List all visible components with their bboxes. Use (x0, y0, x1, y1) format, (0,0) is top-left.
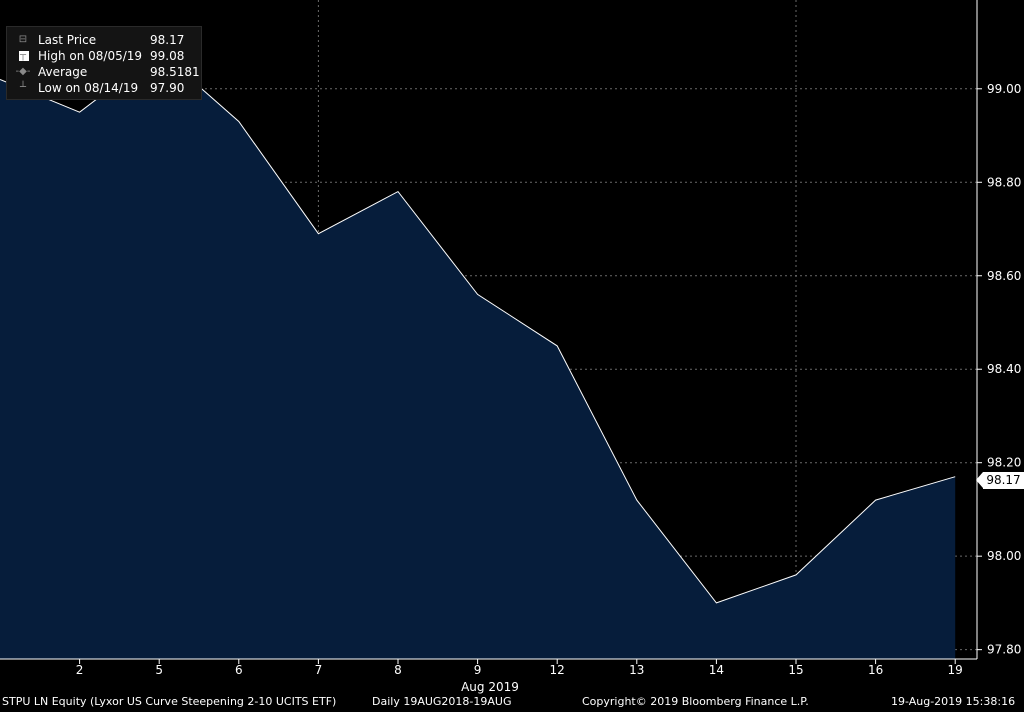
y-tick-label: 97.80 (987, 643, 1021, 657)
y-tick-labels: 99.00 98.80 98.60 98.40 98.20 98.00 97.80 (987, 82, 1021, 657)
price-area (0, 51, 956, 659)
x-tick-label: 14 (709, 663, 724, 677)
footer-copyright: Copyright© 2019 Bloomberg Finance L.P. (582, 695, 809, 708)
x-tick-label: 12 (550, 663, 565, 677)
y-tick-label: 98.00 (987, 549, 1021, 563)
legend-value: 98.5181 (150, 65, 200, 79)
x-tick-labels: 2 5 6 7 8 9 12 13 14 15 16 19 Aug 2019 (76, 663, 963, 694)
low-marker-icon: ┴ (19, 82, 27, 93)
x-tick-label: 2 (76, 663, 84, 677)
legend-item-high: ┬ High on 08/05/19 99.08 (7, 48, 201, 64)
last-price-tag: 98.17 (976, 472, 1024, 489)
legend-item-low: ┴ Low on 08/14/19 97.90 (7, 80, 201, 96)
y-tick-label: 98.20 (987, 456, 1021, 470)
high-marker-icon: ┬ (19, 50, 27, 61)
x-tick-label: 9 (474, 663, 482, 677)
x-tick-label: 6 (235, 663, 243, 677)
footer-timestamp: 19-Aug-2019 15:38:16 (891, 695, 1016, 708)
x-tick-label: 15 (788, 663, 803, 677)
chart-series (0, 50, 956, 659)
x-tick-label: 8 (394, 663, 402, 677)
last-price-swatch: ⊟ (13, 32, 33, 61)
legend-label: High on 08/05/19 (38, 49, 143, 63)
legend-label: Low on 08/14/19 (38, 81, 139, 95)
x-tick-label: 16 (868, 663, 883, 677)
average-marker-icon: -◆- (15, 66, 31, 77)
footer-period: Daily 19AUG2018-19AUG (372, 695, 512, 708)
x-tick-label: 13 (629, 663, 644, 677)
chart-legend: ⊟ Last Price 98.17 ┬ High on 08/05/19 99… (6, 26, 202, 100)
footer-security: STPU LN Equity (Lyxor US Curve Steepenin… (2, 695, 337, 708)
y-tick-label: 98.40 (987, 362, 1021, 376)
chart-axes (0, 0, 982, 664)
legend-value: 99.08 (150, 49, 185, 63)
x-tick-label: 5 (155, 663, 163, 677)
x-tick-label: 19 (948, 663, 963, 677)
x-tick-label: 7 (315, 663, 323, 677)
legend-label: Last Price (38, 33, 97, 47)
legend-label: Average (38, 65, 88, 79)
legend-item-last-price: ⊟ Last Price 98.17 (7, 32, 201, 61)
y-tick-label: 98.80 (987, 175, 1021, 189)
legend-item-average: -◆- Average 98.5181 (7, 64, 201, 80)
legend-value: 98.17 (150, 33, 185, 47)
y-tick-label: 99.00 (987, 82, 1021, 96)
y-tick-label: 98.60 (987, 269, 1021, 283)
x-axis-label: Aug 2019 (461, 680, 519, 694)
legend-value: 97.90 (150, 81, 185, 95)
